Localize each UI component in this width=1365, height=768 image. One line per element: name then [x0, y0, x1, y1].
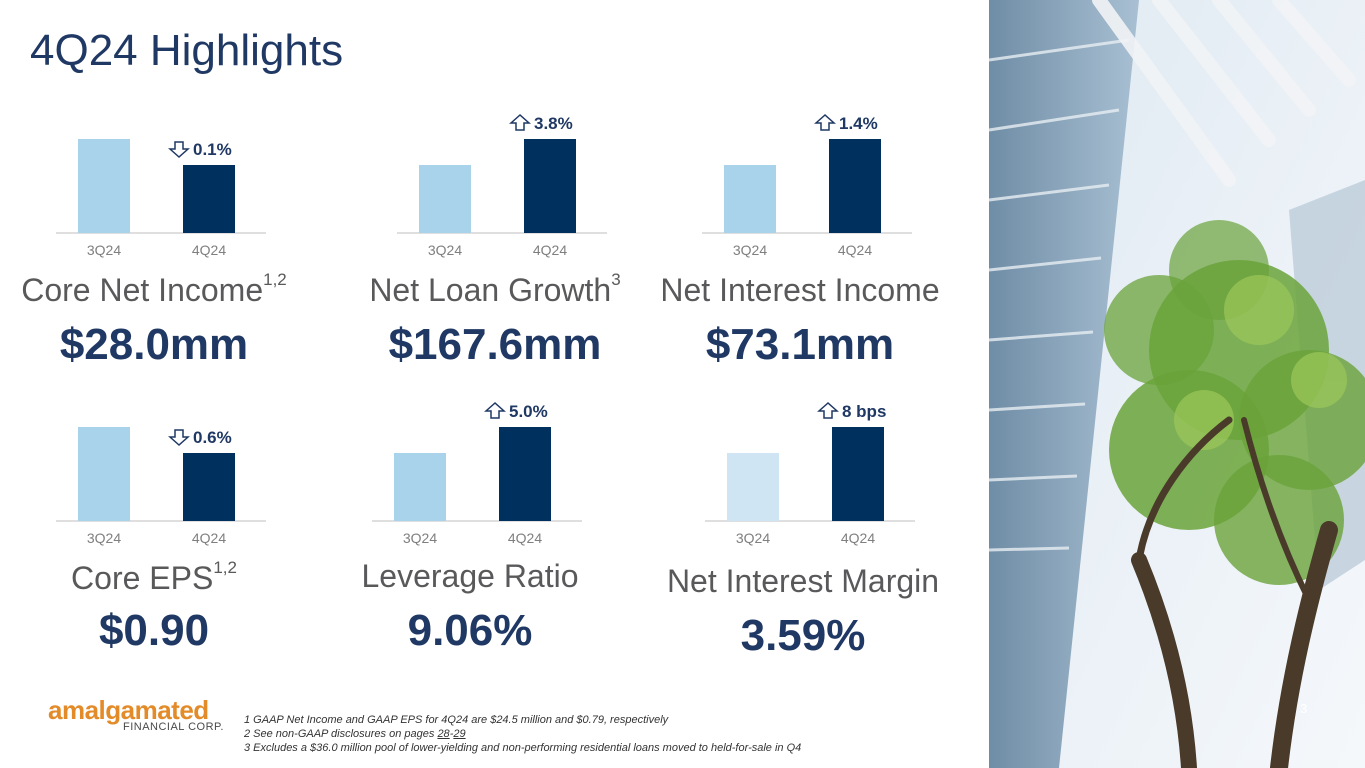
chart-tick-label: 3Q24 — [733, 242, 767, 258]
metric-value: $167.6mm — [388, 320, 602, 369]
chart-tick-label: 3Q24 — [403, 530, 437, 546]
chart-tick-label: 4Q24 — [192, 242, 226, 258]
change-label: 0.1% — [193, 140, 232, 159]
chart-tick-label: 3Q24 — [736, 530, 770, 546]
logo-wordmark: amalgamated — [48, 695, 209, 725]
metric-panel-net-interest-margin: 3Q24 4Q24 8 bps Net Interest Margin 3.59% — [653, 398, 953, 678]
chart-bar-3q24 — [419, 165, 471, 233]
chart-bar-3q24 — [394, 453, 446, 521]
chart-bar-3q24 — [78, 139, 130, 233]
amalgamated-logo: amalgamated FINANCIAL CORP. — [48, 695, 228, 735]
metric-value: $0.90 — [98, 606, 210, 655]
change-label: 5.0% — [509, 402, 548, 421]
metric-panel-net-loan-growth: 3Q24 4Q24 3.8% Net Loan Growth3 $167.6mm — [345, 110, 645, 390]
chart-tick-label: 4Q24 — [838, 242, 872, 258]
metric-value: 3.59% — [740, 611, 866, 660]
building-tree-photo — [989, 0, 1365, 768]
chart-bar-4q24 — [183, 165, 235, 233]
metric-value: 9.06% — [407, 606, 533, 655]
arrow-shape — [509, 113, 531, 131]
metric-panel-core-net-income: 3Q24 4Q24 0.1% Core Net Income1,2 $28.0mm — [4, 110, 304, 390]
page-link-29[interactable]: 29 — [453, 728, 466, 740]
chart-tick-label: 4Q24 — [533, 242, 567, 258]
arrow-shape — [814, 113, 836, 131]
arrow-down-icon — [168, 429, 190, 447]
page-link-28[interactable]: 28 — [437, 728, 450, 740]
arrow-shape — [168, 141, 190, 159]
net-loan-growth-chart: 3Q24 4Q24 3.8% — [397, 113, 607, 258]
leverage-ratio-chart: 3Q24 4Q24 5.0% — [372, 401, 582, 546]
core-eps-chart: 3Q24 4Q24 0.6% — [56, 427, 266, 546]
metric-value: $28.0mm — [59, 320, 249, 369]
chart-tick-label: 3Q24 — [87, 242, 121, 258]
chart-bar-4q24 — [832, 427, 884, 521]
metric-label: Net Interest Margin — [666, 563, 940, 599]
arrow-up-icon — [814, 113, 836, 131]
chart-bar-3q24 — [78, 427, 130, 521]
metric-label: Net Loan Growth3 — [369, 270, 621, 308]
metric-label: Core EPS1,2 — [71, 558, 237, 596]
chart-tick-label: 3Q24 — [87, 530, 121, 546]
core-net-income-chart: 3Q24 4Q24 0.1% — [56, 139, 266, 258]
metric-panel-leverage-ratio: 3Q24 4Q24 5.0% Leverage Ratio 9.06% — [320, 398, 620, 678]
chart-bar-3q24 — [727, 453, 779, 521]
logo-subtitle: FINANCIAL CORP. — [122, 721, 224, 733]
photo-illustration — [989, 0, 1365, 768]
change-label: 1.4% — [839, 114, 878, 133]
arrow-up-icon — [484, 401, 506, 419]
net-interest-margin-chart: 3Q24 4Q24 8 bps — [705, 401, 915, 546]
chart-tick-label: 4Q24 — [192, 530, 226, 546]
arrow-down-icon — [168, 141, 190, 159]
chart-tick-label: 3Q24 — [428, 242, 462, 258]
footnote-1: 1 GAAP Net Income and GAAP EPS for 4Q24 … — [244, 714, 669, 726]
arrow-up-icon — [509, 113, 531, 131]
metric-label: Core Net Income1,2 — [21, 270, 287, 308]
footnote-3: 3 Excludes a $36.0 million pool of lower… — [244, 742, 802, 754]
net-interest-income-chart: 3Q24 4Q24 1.4% — [702, 113, 912, 258]
page-title: 4Q24 Highlights — [30, 26, 344, 75]
arrow-shape — [484, 401, 506, 419]
metric-panel-net-interest-income: 3Q24 4Q24 1.4% Net Interest Income $73.1mm — [650, 110, 950, 390]
metric-value: $73.1mm — [705, 320, 895, 369]
change-label: 8 bps — [842, 402, 886, 421]
change-label: 3.8% — [534, 114, 573, 133]
arrow-up-icon — [817, 401, 839, 419]
chart-bar-4q24 — [499, 427, 551, 521]
arrow-shape — [817, 401, 839, 419]
metric-label: Leverage Ratio — [361, 558, 579, 594]
arrow-shape — [168, 429, 190, 447]
metric-label: Net Interest Income — [660, 272, 940, 308]
chart-bar-4q24 — [183, 453, 235, 521]
chart-bar-3q24 — [724, 165, 776, 233]
page-number: 3 — [1300, 701, 1308, 716]
chart-bar-4q24 — [829, 139, 881, 233]
chart-tick-label: 4Q24 — [841, 530, 875, 546]
chart-tick-label: 4Q24 — [508, 530, 542, 546]
change-label: 0.6% — [193, 428, 232, 447]
footnotes: 1 GAAP Net Income and GAAP EPS for 4Q24 … — [244, 713, 801, 755]
chart-bar-4q24 — [524, 139, 576, 233]
metric-panel-core-eps: 3Q24 4Q24 0.6% Core EPS1,2 $0.90 — [4, 398, 304, 678]
footnote-2: 2 See non-GAAP disclosures on pages 28-2… — [244, 728, 466, 740]
